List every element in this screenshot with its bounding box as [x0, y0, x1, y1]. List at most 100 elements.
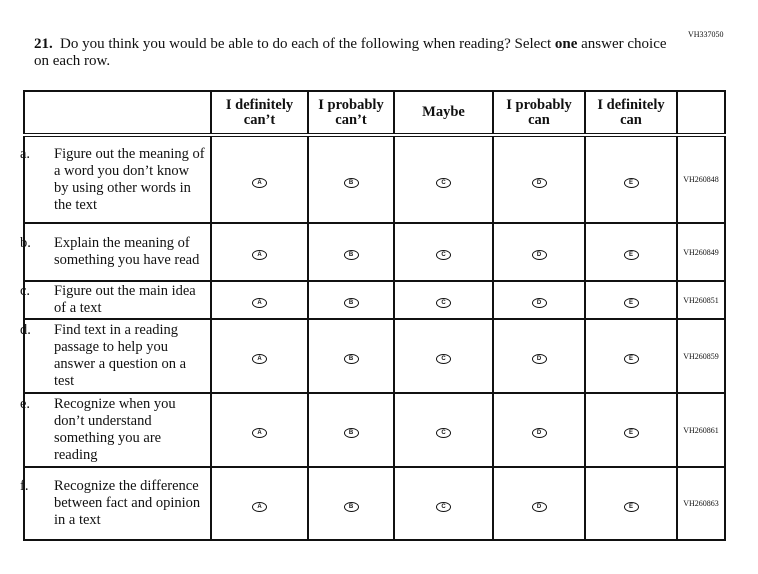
- answer-bubble-e[interactable]: E: [623, 428, 639, 438]
- answer-bubble-e[interactable]: E: [623, 298, 639, 308]
- row-text: Find text in a reading passage to help y…: [54, 322, 187, 389]
- answer-bubble-a[interactable]: A: [252, 298, 267, 308]
- option-cell: D: [492, 392, 586, 468]
- row-letter: b.: [20, 235, 31, 251]
- answer-bubble-d[interactable]: D: [531, 428, 547, 438]
- answer-bubble-b[interactable]: B: [343, 354, 359, 364]
- option-cell: C: [393, 222, 494, 282]
- option-cell: D: [492, 222, 586, 282]
- row-letter: c.: [20, 283, 31, 299]
- option-cell: B: [307, 392, 395, 468]
- option-cell: B: [307, 466, 395, 541]
- question-number: 21.: [34, 36, 53, 52]
- column-header: Maybe: [393, 90, 494, 137]
- answer-bubble-a[interactable]: A: [252, 428, 267, 438]
- answer-bubble-a[interactable]: A: [252, 354, 267, 364]
- answer-bubble-b[interactable]: B: [343, 428, 359, 438]
- table-row: f. Recognize the difference between fact …: [20, 466, 726, 541]
- option-cell: A: [210, 466, 309, 541]
- answer-bubble-c[interactable]: C: [436, 354, 451, 364]
- row-text: Figure out the main idea of a text: [54, 283, 196, 316]
- option-cell: B: [307, 222, 395, 282]
- column-header: I probably can’t: [307, 90, 395, 137]
- answer-bubble-c[interactable]: C: [436, 177, 451, 188]
- column-header: I definitely can: [584, 90, 678, 137]
- table-row: a. Figure out the meaning of a word you d…: [20, 134, 726, 224]
- option-cell: B: [307, 318, 395, 394]
- answer-bubble-b[interactable]: B: [343, 177, 359, 188]
- column-header: I probably can: [492, 90, 586, 137]
- row-statement: f. Recognize the difference between fact …: [20, 466, 212, 541]
- row-letter: f.: [20, 478, 29, 494]
- answer-bubble-e[interactable]: E: [623, 501, 639, 512]
- option-cell: C: [393, 466, 494, 541]
- item-code: VH260849: [676, 222, 726, 282]
- table-row: d. Find text in a reading passage to help…: [20, 318, 726, 394]
- question-text: 21. Do you think you would be able to do …: [34, 36, 667, 69]
- row-statement: e. Recognize when you don’t understand so…: [20, 392, 212, 468]
- row-text: Explain the meaning of something you hav…: [54, 235, 200, 268]
- option-cell: B: [307, 134, 395, 224]
- answer-bubble-d[interactable]: D: [531, 501, 547, 512]
- row-statement: b. Explain the meaning of something you h…: [20, 222, 212, 282]
- table-row: e. Recognize when you don’t understand so…: [20, 392, 726, 468]
- option-cell: E: [584, 280, 678, 320]
- answer-bubble-c[interactable]: C: [436, 428, 451, 438]
- option-cell: E: [584, 392, 678, 468]
- row-letter: e.: [20, 396, 31, 412]
- answer-bubble-c[interactable]: C: [436, 501, 451, 512]
- item-code: VH260859: [676, 318, 726, 394]
- answer-bubble-e[interactable]: E: [623, 177, 639, 188]
- option-cell: C: [393, 134, 494, 224]
- row-letter: d.: [20, 322, 31, 338]
- option-cell: E: [584, 134, 678, 224]
- option-cell: A: [210, 392, 309, 468]
- option-cell: D: [492, 280, 586, 320]
- option-cell: D: [492, 318, 586, 394]
- row-text: Figure out the meaning of a word you don…: [54, 145, 205, 213]
- answer-bubble-a[interactable]: A: [252, 177, 267, 188]
- answer-bubble-d[interactable]: D: [531, 177, 547, 188]
- answer-bubble-e[interactable]: E: [623, 250, 639, 260]
- option-cell: C: [393, 318, 494, 394]
- answer-bubble-b[interactable]: B: [343, 250, 359, 260]
- answer-bubble-c[interactable]: C: [436, 298, 451, 308]
- item-code: VH260851: [676, 280, 726, 320]
- option-cell: A: [210, 134, 309, 224]
- answer-bubble-b[interactable]: B: [343, 298, 359, 308]
- answer-bubble-a[interactable]: A: [252, 501, 267, 512]
- item-code: VH260861: [676, 392, 726, 468]
- option-cell: D: [492, 466, 586, 541]
- answer-bubble-d[interactable]: D: [531, 298, 547, 308]
- item-code: VH260848: [676, 134, 726, 224]
- row-letter: a.: [20, 145, 31, 162]
- option-cell: E: [584, 318, 678, 394]
- option-cell: C: [393, 392, 494, 468]
- option-cell: E: [584, 466, 678, 541]
- column-header: I definitely can’t: [210, 90, 309, 137]
- answer-bubble-c[interactable]: C: [436, 250, 451, 260]
- row-text: Recognize when you don’t understand some…: [54, 396, 176, 463]
- header-blank: [23, 90, 212, 137]
- row-statement: a. Figure out the meaning of a word you d…: [20, 134, 212, 224]
- row-text: Recognize the difference between fact an…: [54, 478, 201, 528]
- row-statement: d. Find text in a reading passage to help…: [20, 318, 212, 394]
- answer-bubble-d[interactable]: D: [531, 354, 547, 364]
- header-code-blank: [676, 90, 726, 137]
- table-row: b. Explain the meaning of something you h…: [20, 222, 726, 282]
- option-cell: B: [307, 280, 395, 320]
- table-row: c. Figure out the main idea of a text A B C D…: [20, 280, 726, 320]
- option-cell: A: [210, 318, 309, 394]
- option-cell: D: [492, 134, 586, 224]
- option-cell: A: [210, 280, 309, 320]
- answer-bubble-a[interactable]: A: [252, 250, 267, 260]
- item-code: VH260863: [676, 466, 726, 541]
- option-cell: E: [584, 222, 678, 282]
- option-cell: C: [393, 280, 494, 320]
- option-cell: A: [210, 222, 309, 282]
- row-statement: c. Figure out the main idea of a text: [20, 280, 212, 320]
- answer-bubble-d[interactable]: D: [531, 250, 547, 260]
- answer-bubble-e[interactable]: E: [623, 354, 639, 364]
- answer-grid: I definitely can’t I probably can’t Maybe I…: [20, 90, 726, 541]
- answer-bubble-b[interactable]: B: [343, 501, 359, 512]
